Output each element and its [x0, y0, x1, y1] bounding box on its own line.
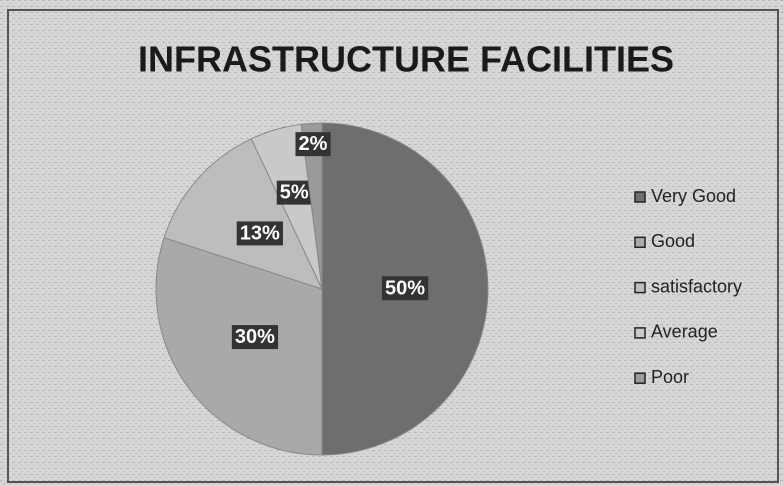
legend-marker: [634, 372, 646, 384]
frame: [7, 9, 779, 483]
data-label: 13%: [240, 222, 280, 244]
pie-slice: [300, 122, 323, 290]
chart-title: INFRASTRUCTURE FACILITIES: [138, 39, 674, 80]
data-label-box: [236, 221, 283, 246]
data-label-box: [295, 132, 331, 157]
data-label: 30%: [235, 326, 275, 348]
legend-label: Average: [651, 322, 718, 342]
pie-slice: [163, 138, 323, 290]
data-label: 50%: [385, 277, 425, 299]
data-label: 2%: [298, 133, 327, 155]
legend-label: Poor: [651, 367, 689, 387]
legend-marker: [634, 281, 646, 294]
data-label-box: [381, 276, 429, 301]
legend-marker: [634, 191, 646, 203]
data-label: 5%: [280, 182, 309, 204]
legend-marker: [634, 236, 646, 249]
legend-marker: [634, 327, 646, 339]
legend-label: satisfactory: [651, 276, 742, 296]
legend-label: Very Good: [651, 186, 736, 206]
legend-label: Good: [651, 231, 695, 251]
data-label-box: [231, 325, 279, 350]
data-label-box: [276, 180, 312, 205]
